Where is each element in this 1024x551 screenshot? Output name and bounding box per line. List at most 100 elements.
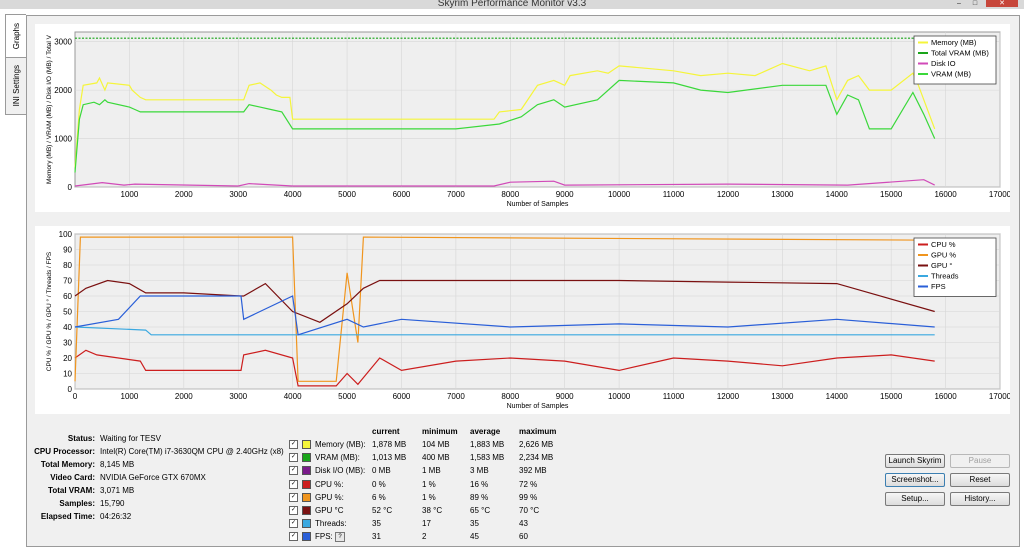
tab-ini-settings[interactable]: INI Settings [5,57,27,115]
x-tick-label: 3000 [229,392,247,401]
system-info-value: Intel(R) Core(TM) i7-3630QM CPU @ 2.40GH… [100,447,284,456]
stats-minimum-value: 1 MB [422,466,441,476]
stats-current-value: 6 % [372,492,386,502]
memory-chart-box: 1000 2000 3000 4000 5000 6000 7000 8000 9000 1000… [35,24,1010,212]
series-visibility-checkbox[interactable]: ✓ [289,440,298,449]
series-color-swatch[interactable] [302,479,311,489]
y-tick-label: 40 [63,323,72,332]
close-button[interactable]: ✕ [986,0,1018,7]
series-visibility-checkbox[interactable]: ✓ [289,466,298,476]
series-color-swatch[interactable] [302,492,311,502]
x-tick-label: 11000 [663,392,685,401]
x-tick-label: 13000 [771,190,794,199]
stats-maximum-value: 2,626 MB [519,440,554,449]
series-color-swatch[interactable] [302,519,311,529]
stats-average-value: 1,583 MB [470,453,505,463]
stats-row-label: Threads: [315,519,347,529]
stats-header-average: average [470,427,501,436]
minimize-button[interactable]: – [957,0,961,7]
series-color-swatch[interactable] [302,453,311,463]
stats-current-value: 52 °C [372,506,393,515]
maximize-button[interactable]: □ [972,0,978,7]
system-info-label: CPU Processor: [34,447,95,456]
launch-skyrim-button[interactable]: Launch Skyrim [885,454,945,468]
series-line-cpu [74,349,935,387]
y-tick-label: 10 [63,370,72,379]
fps-help-icon[interactable]: ? [335,532,345,543]
x-tick-label: 9000 [556,190,574,199]
series-visibility-checkbox[interactable]: ✓ [289,506,298,515]
series-color-swatch[interactable] [302,532,311,542]
y-tick-label: 90 [63,246,72,255]
tab-graphs[interactable]: Graphs [5,14,26,58]
series-line-memory-mb [74,62,936,168]
x-tick-label: 4000 [284,190,302,199]
x-tick-label: 0 [73,392,78,401]
x-tick-label: 10000 [608,190,631,199]
setup-button[interactable]: Setup... [885,492,945,506]
x-tick-label: 17000 [989,392,1010,401]
x-tick-label: 5000 [338,392,356,401]
series-color-swatch[interactable] [302,506,311,515]
x-tick-label: 14000 [826,392,849,401]
x-tick-label: 2000 [175,190,193,199]
system-info-label: Elapsed Time: [40,512,95,521]
x-tick-label: 8000 [501,392,519,401]
x-tick-label: 12000 [717,190,740,199]
x-tick-label: 8000 [501,190,519,199]
system-info-label: Samples: [59,499,95,508]
series-line-fps [74,295,935,336]
x-tick-label: 13000 [771,392,794,401]
series-visibility-checkbox[interactable]: ✓ [289,453,298,463]
y-axis-label: Memory (MB) / VRAM (MB) / Disk I/O (MB) … [46,34,53,184]
series-color-swatch[interactable] [302,466,311,476]
cpu-gpu-chart-box: 0 1000 2000 3000 4000 5000 6000 7000 8000 9000 100… [35,226,1010,414]
y-tick-label: 50 [63,308,72,317]
stats-header-minimum: minimum [422,427,458,436]
stats-current-value: 0 % [372,479,386,489]
reset-button[interactable]: Reset [950,473,1010,487]
series-line-gpu [74,279,935,323]
screenshot-button[interactable]: Screenshot... [885,473,945,487]
history-button[interactable]: History... [950,492,1010,506]
x-tick-label: 11000 [663,190,685,199]
legend-label: Threads [931,272,959,281]
series-visibility-checkbox[interactable]: ✓ [289,532,298,542]
title-bar: Skyrim Performance Monitor v3.3 – □ ✕ [0,0,1024,9]
legend-label: Memory (MB) [931,38,977,47]
stats-minimum-value: 1 % [422,492,436,502]
series-line-disk-io [74,179,935,187]
x-tick-label: 10000 [608,392,631,401]
x-tick-label: 17000 [989,190,1010,199]
series-visibility-checkbox[interactable]: ✓ [289,492,298,502]
x-tick-label: 3000 [229,190,247,199]
tab-graphs-label: Graphs [11,22,21,50]
series-line-gpu [74,236,935,382]
stats-row-label: FPS: [315,532,333,542]
legend-label: VRAM (MB) [931,70,972,79]
stats-row-label: Disk I/O (MB): [315,466,366,476]
system-info-label: Status: [67,434,95,443]
pause-button[interactable]: Pause [950,454,1010,468]
system-info-label: Total VRAM: [48,486,95,495]
x-axis-label: Number of Samples [507,201,569,208]
legend-label: GPU % [931,251,956,260]
y-tick-label: 80 [63,261,72,270]
series-visibility-checkbox[interactable]: ✓ [289,479,298,489]
stats-current-value: 1,878 MB [372,440,407,449]
series-visibility-checkbox[interactable]: ✓ [289,519,298,529]
series-color-swatch[interactable] [302,440,311,449]
memory-chart: 1000 2000 3000 4000 5000 6000 7000 8000 9000 1000… [46,31,1010,208]
stats-header-maximum: maximum [519,427,557,436]
series-line-threads [74,326,935,336]
stats-minimum-value: 17 [422,519,431,529]
x-tick-label: 9000 [556,392,574,401]
system-info-value: 04:26:32 [100,512,132,521]
stats-average-value: 45 [470,532,479,542]
stats-average-value: 35 [470,519,479,529]
stats-average-value: 3 MB [470,466,489,476]
cpu-gpu-chart: 0 1000 2000 3000 4000 5000 6000 7000 8000 9000 100… [45,230,1010,410]
stats-maximum-value: 43 [519,519,528,529]
series-line-vram-mb [74,79,936,173]
stats-average-value: 1,883 MB [470,440,505,449]
